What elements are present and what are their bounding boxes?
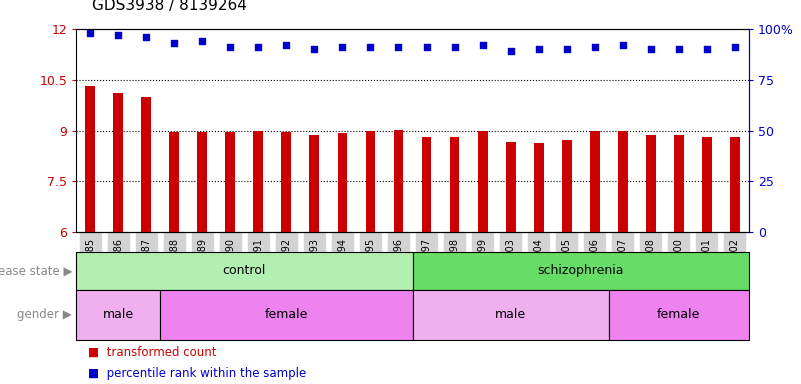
Bar: [76, 290, 160, 340]
Bar: [413, 290, 609, 340]
Bar: [85, 86, 95, 232]
Point: [392, 44, 405, 50]
Bar: [365, 131, 376, 232]
Point: [308, 46, 320, 52]
Text: schizophrenia: schizophrenia: [537, 264, 624, 277]
Bar: [618, 131, 628, 232]
Text: control: control: [223, 264, 266, 277]
Point: [532, 46, 545, 52]
Point: [588, 44, 601, 50]
Bar: [609, 290, 749, 340]
Text: ■  transformed count: ■ transformed count: [88, 346, 216, 359]
Text: female: female: [264, 308, 308, 321]
Point: [616, 42, 629, 48]
Bar: [477, 131, 488, 232]
Bar: [76, 252, 413, 290]
Bar: [169, 132, 179, 232]
Point: [252, 44, 264, 50]
Point: [644, 46, 657, 52]
Point: [561, 46, 574, 52]
Bar: [160, 290, 413, 340]
Point: [672, 46, 685, 52]
Text: ■  percentile rank within the sample: ■ percentile rank within the sample: [88, 367, 306, 380]
Text: GDS3938 / 8139264: GDS3938 / 8139264: [92, 0, 247, 13]
Bar: [337, 133, 348, 232]
Bar: [421, 137, 432, 232]
Text: male: male: [103, 308, 134, 321]
Bar: [253, 131, 264, 232]
Bar: [309, 135, 320, 232]
Point: [224, 44, 237, 50]
Point: [449, 44, 461, 50]
Point: [84, 30, 96, 36]
Text: gender ▶: gender ▶: [18, 308, 72, 321]
Bar: [730, 137, 740, 232]
Bar: [590, 131, 600, 232]
Text: male: male: [495, 308, 526, 321]
Text: disease state ▶: disease state ▶: [0, 264, 72, 277]
Point: [139, 34, 152, 40]
Point: [280, 42, 293, 48]
Bar: [449, 137, 460, 232]
Point: [168, 40, 181, 46]
Bar: [674, 135, 684, 232]
Point: [476, 42, 489, 48]
Point: [364, 44, 377, 50]
Bar: [413, 252, 749, 290]
Point: [505, 48, 517, 54]
Bar: [281, 132, 292, 232]
Bar: [113, 93, 123, 232]
Point: [421, 44, 433, 50]
Text: female: female: [657, 308, 701, 321]
Bar: [702, 137, 712, 232]
Point: [111, 32, 125, 38]
Bar: [562, 140, 572, 232]
Bar: [393, 130, 404, 232]
Bar: [646, 135, 656, 232]
Point: [700, 46, 713, 52]
Bar: [533, 143, 544, 232]
Bar: [225, 132, 235, 232]
Point: [728, 44, 741, 50]
Bar: [141, 97, 151, 232]
Point: [336, 44, 349, 50]
Point: [195, 38, 208, 44]
Bar: [505, 142, 516, 232]
Bar: [197, 132, 207, 232]
